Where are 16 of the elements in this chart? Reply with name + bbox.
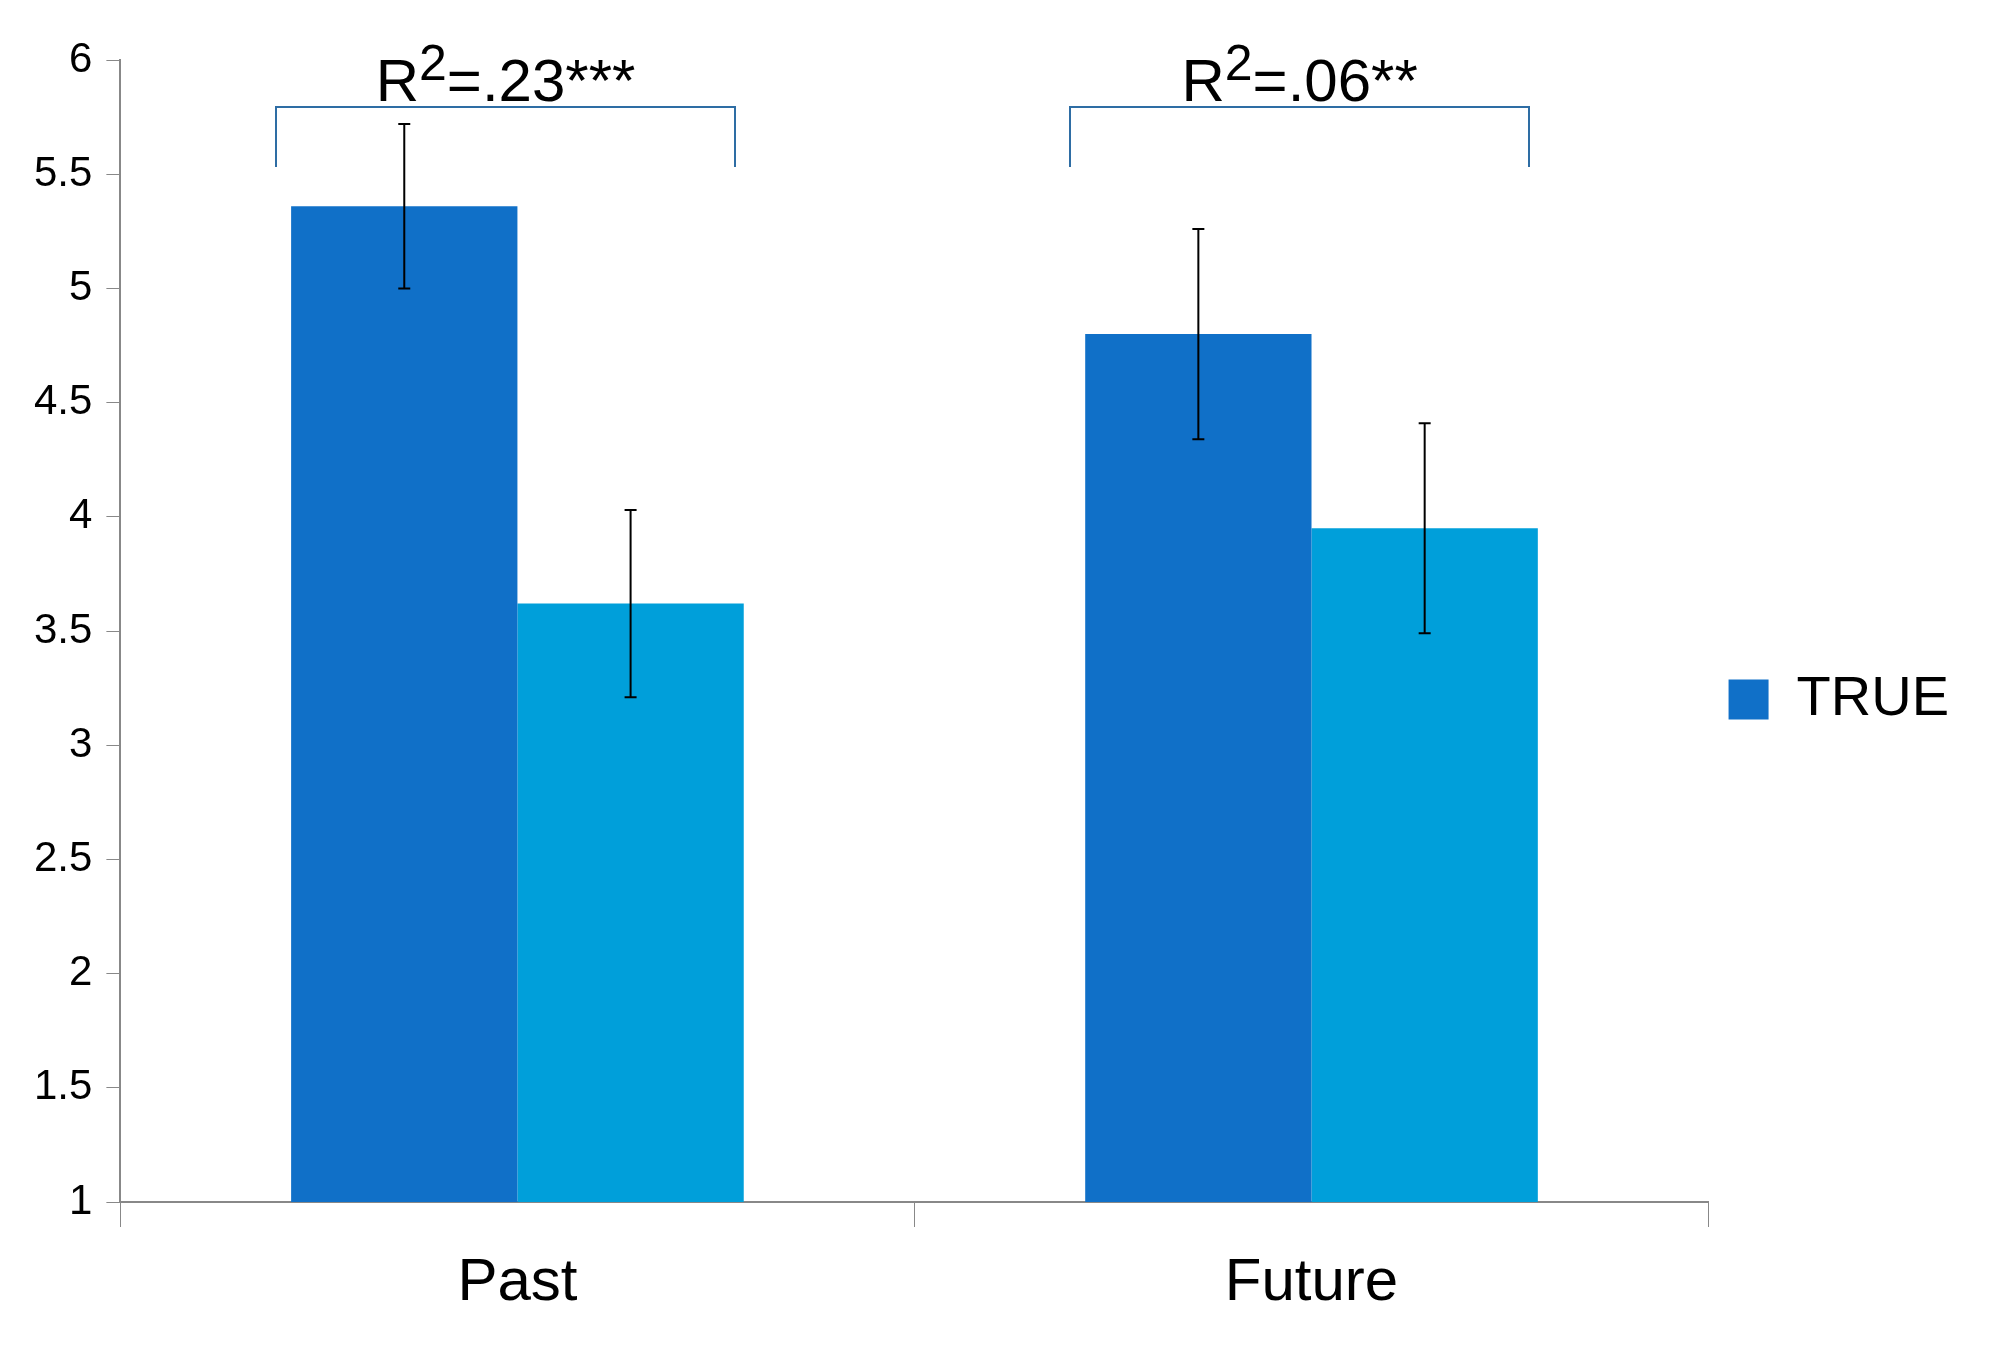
y-tick-label: 2: [69, 947, 93, 995]
y-tick-label: 1: [69, 1175, 93, 1223]
y-tick-label: 2.5: [34, 832, 93, 880]
y-tick-label: 3: [69, 718, 93, 766]
x-tick-label: Future: [1224, 1245, 1399, 1313]
y-tick-label: 5: [69, 261, 93, 309]
y-tick-label: 5.5: [34, 147, 93, 195]
y-tick-label: 3.5: [34, 604, 93, 652]
y-tick-label: 6: [69, 33, 93, 81]
x-tick-label: Past: [457, 1245, 578, 1313]
annotation: R$^{2}$=.23***: [375, 34, 636, 114]
y-tick-label: 1.5: [34, 1061, 93, 1109]
legend-label: TRUE: [1796, 663, 1950, 727]
annotation: R$^{2}$=.06**: [1181, 34, 1418, 114]
y-tick-label: 4: [69, 490, 93, 538]
y-tick-label: 4.5: [34, 376, 93, 424]
